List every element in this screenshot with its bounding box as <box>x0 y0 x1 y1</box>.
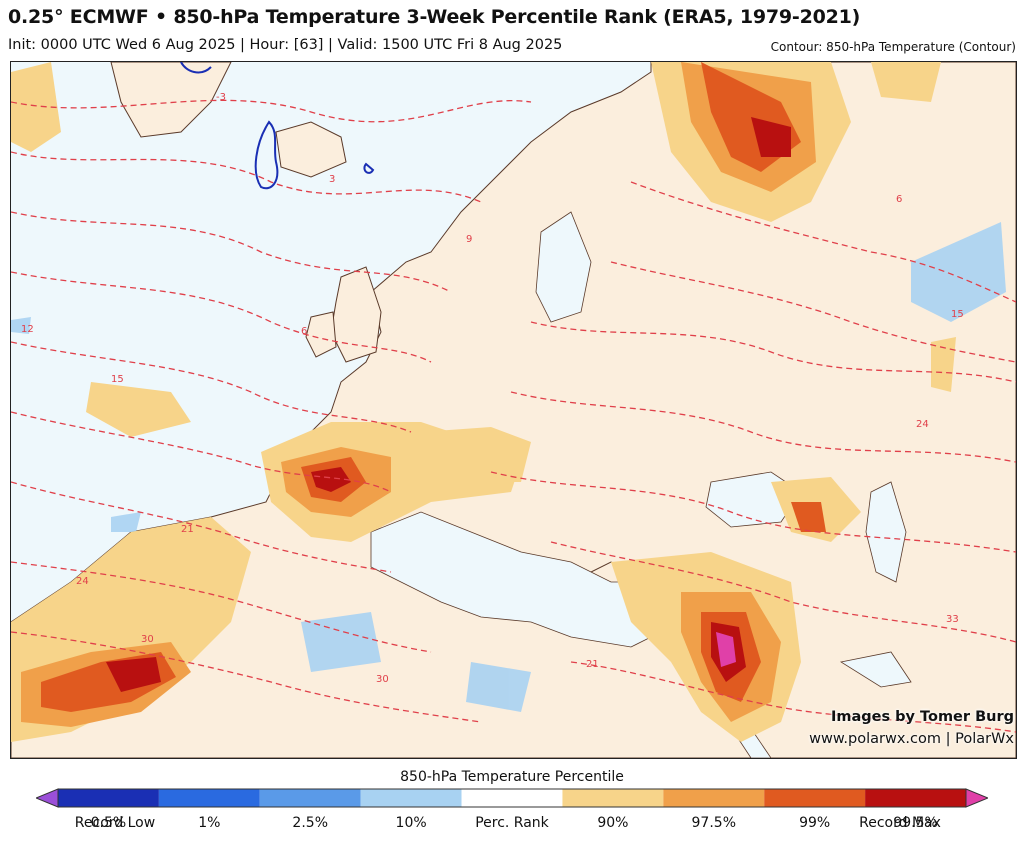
sea-baltic <box>535 211 592 323</box>
contour-value-label: 30 <box>376 674 389 685</box>
shade-90-atlantic-3 <box>871 62 941 102</box>
contour-line <box>530 321 1016 383</box>
colorbar-segment <box>360 789 462 807</box>
shade-blue-2 <box>301 612 381 672</box>
shade-90-atlantic-2 <box>11 62 61 152</box>
land-britain <box>330 266 382 363</box>
contour-line <box>490 471 1016 553</box>
shade-90-atlantic-1 <box>86 382 191 437</box>
above-normal-shading <box>11 62 956 742</box>
contour-value-label: 6 <box>301 326 307 337</box>
contour-value-label: 15 <box>111 374 124 385</box>
credit-author: Images by Tomer Burg <box>830 709 1014 725</box>
shade-record-mideast <box>716 632 736 667</box>
below-normal-shading <box>11 222 1006 712</box>
contour-line <box>11 411 392 493</box>
contour-label: Contour: 850-hPa Temperature (Contour) <box>770 40 1016 54</box>
contour-line <box>11 211 452 293</box>
colorbar-tick-label: 1% <box>198 815 221 831</box>
map-subtitle: Init: 0000 UTC Wed 6 Aug 2025 | Hour: [6… <box>8 37 563 53</box>
colorbar-segment <box>158 789 260 807</box>
temperature-contours <box>11 99 1016 733</box>
shade-995-iberia <box>311 467 351 492</box>
colorbar-tick-label: 2.5% <box>292 815 329 831</box>
contour-line <box>550 541 1016 643</box>
contour-value-label: 33 <box>946 614 959 625</box>
colorbar-segment <box>58 789 159 807</box>
shade-99-caucasus <box>791 502 826 532</box>
contour-value-label: 21 <box>181 524 194 535</box>
map-panel: 3 6 9 12 15 21 24 30 30 21 33 24 15 6 -3 <box>10 61 1017 759</box>
credit-website: www.polarwx.com | PolarWx <box>809 731 1014 747</box>
shade-90-central-asia <box>931 337 956 392</box>
shade-90-alps <box>421 427 531 482</box>
contour-line <box>11 561 432 653</box>
cold-contour-line <box>363 162 375 174</box>
colorbar-tick-label: 97.5% <box>691 815 737 831</box>
colorbar-segment <box>663 789 765 807</box>
contour-line <box>11 99 532 123</box>
legend-title: 850-hPa Temperature Percentile <box>400 769 624 785</box>
colorbar-tick-label: 99% <box>799 815 831 831</box>
contour-value-label: 3 <box>329 174 335 185</box>
shade-blue-3 <box>466 662 531 712</box>
shade-blue-5 <box>11 317 31 334</box>
cold-contour-line <box>180 62 212 74</box>
contour-line <box>11 341 412 433</box>
colorbar-tick-label: 90% <box>597 815 629 831</box>
contour-value-label: 12 <box>21 324 34 335</box>
colorbar-tick-label: 99.5% <box>893 815 938 831</box>
contour-line <box>630 181 1016 303</box>
contour-value-label: 24 <box>916 419 929 430</box>
contour-labels: 3 6 9 12 15 21 24 30 30 21 33 24 15 6 -3 <box>21 92 964 685</box>
colorbar-segment <box>562 789 664 807</box>
contour-value-label: 9 <box>466 234 472 245</box>
colorbar-tip-record-max <box>965 788 988 808</box>
contour-value-label: 30 <box>141 634 154 645</box>
shade-995-russia <box>751 117 791 157</box>
contour-value-label: 21 <box>586 659 599 670</box>
colorbar-tick-label: Record Low <box>74 815 156 831</box>
colorbar-segment <box>865 789 966 807</box>
land-greenland <box>110 62 232 138</box>
contour-value-label: 6 <box>896 194 902 205</box>
sea-persian-gulf <box>839 651 912 688</box>
colorbar-tick-label: Record Max <box>859 815 941 831</box>
contour-value-label: 24 <box>76 576 89 587</box>
colorbar-segment <box>259 789 361 807</box>
shade-blue-1 <box>911 222 1006 322</box>
colorbar-outline <box>57 788 967 808</box>
shade-995-nwafrica <box>106 657 161 692</box>
land-iceland <box>275 121 347 178</box>
contour-line <box>570 661 1016 733</box>
contour-line <box>610 261 1016 363</box>
colorbar-tick-label: Perc. Rank <box>475 815 549 831</box>
contour-value-label: 15 <box>951 309 964 320</box>
shade-blue-4 <box>111 512 141 532</box>
colorbar <box>36 788 988 808</box>
colorbar-tip-record-low <box>36 788 59 808</box>
land-ireland <box>305 311 337 358</box>
colorbar-segment <box>764 789 866 807</box>
colorbar-tick-label: 0.5% <box>90 815 127 831</box>
map-title: 0.25° ECMWF • 850-hPa Temperature 3-Week… <box>8 6 861 28</box>
contour-line <box>510 391 1016 463</box>
map-canvas: 3 6 9 12 15 21 24 30 30 21 33 24 15 6 -3 <box>11 62 1016 758</box>
contour-line <box>11 271 432 363</box>
colorbar-segment <box>461 789 563 807</box>
contour-line <box>11 631 482 723</box>
sea-caspian <box>865 481 907 583</box>
contour-line <box>11 481 392 573</box>
cold-contour-line <box>254 120 279 190</box>
cold-contours <box>180 62 375 190</box>
contour-line <box>11 151 482 203</box>
contour-value-label: -3 <box>216 92 226 103</box>
colorbar-tick-label: 10% <box>395 815 427 831</box>
